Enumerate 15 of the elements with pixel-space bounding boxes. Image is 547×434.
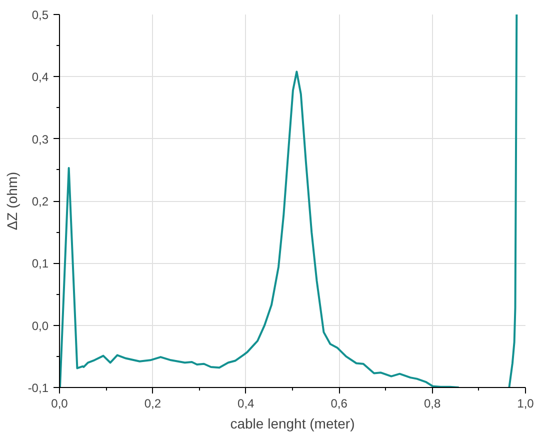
y-tick-label: -0,1: [28, 381, 49, 395]
y-tick-label: 0,5: [32, 8, 49, 22]
x-tick-label: 0,2: [144, 396, 162, 410]
y-tick-label: 0,1: [32, 256, 49, 271]
y-tick-label: 0,4: [32, 70, 49, 84]
x-tick-label: 1,0: [517, 396, 534, 410]
x-tick-label: 0,6: [330, 396, 348, 410]
x-axis-title: cable lenght (meter): [230, 416, 355, 432]
y-tick-label: 0,0: [32, 318, 49, 333]
x-tick-label: 0,0: [51, 396, 68, 410]
y-tick-label: 0,2: [32, 194, 49, 208]
y-tick-label: 0,3: [32, 132, 49, 146]
y-axis-title: ΔZ (ohm): [4, 172, 20, 230]
x-tick-label: 0,8: [424, 396, 441, 410]
x-tick-label: 0,4: [238, 396, 255, 410]
